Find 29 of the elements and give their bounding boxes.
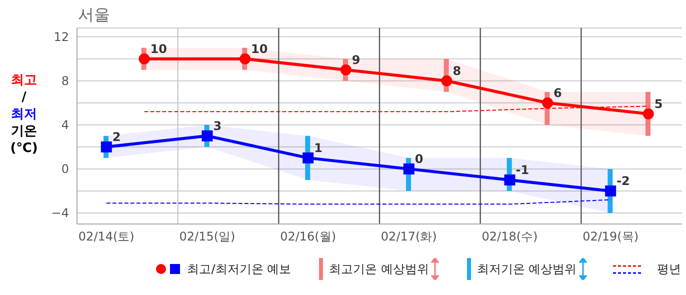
legend-label: 최고/최저기온 예보 (187, 260, 292, 278)
data-label: 10 (251, 42, 268, 56)
data-label: -1 (516, 162, 530, 177)
chart-title: 서울 (78, 5, 110, 26)
data-label: 9 (352, 52, 360, 67)
x-tick-label: 02/16(월) (280, 230, 336, 244)
legend-label: 최고기온 예상범위 (329, 260, 429, 278)
y-tick-label: 12 (54, 30, 69, 44)
data-label: 5 (654, 96, 663, 111)
data-label: 1 (314, 140, 322, 155)
data-label: -2 (616, 174, 630, 188)
data-label: 0 (414, 152, 424, 166)
x-tick-label: 02/18(수) (482, 230, 538, 244)
x-tick-label: 02/19(목) (582, 230, 639, 244)
y-axis-title: 최고 / 최저 기온 (℃) (9, 72, 39, 157)
data-label: 2 (112, 130, 121, 144)
data-label: 8 (452, 64, 462, 78)
data-label: 3 (213, 118, 222, 133)
legend-label: 최저기온 예상범위 (476, 260, 577, 278)
x-tick-label: 02/15(일) (179, 230, 236, 244)
x-tick-label: 02/17(화) (380, 230, 437, 244)
y-tick-label: 0 (61, 162, 69, 176)
legend-label: 평년 (656, 260, 681, 278)
x-tick-label: 02/14(토) (78, 230, 134, 244)
data-label: 10 (150, 42, 167, 56)
y-tick-label: 8 (61, 74, 69, 88)
y-tick-label: −4 (51, 206, 69, 220)
y-tick-label: 4 (61, 118, 69, 132)
data-label: 6 (554, 86, 562, 100)
